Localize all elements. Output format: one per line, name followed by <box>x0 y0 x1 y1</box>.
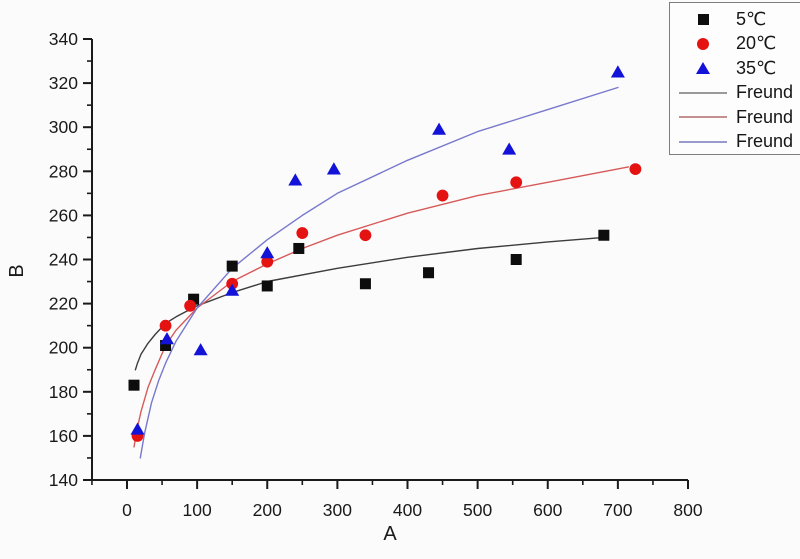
data-point-circle <box>296 227 309 239</box>
legend-triangle-icon <box>670 62 736 75</box>
x-tick-label: 500 <box>463 500 492 520</box>
x-tick-label: 100 <box>183 500 212 520</box>
y-tick-label: 320 <box>49 73 78 93</box>
data-point-triangle <box>130 422 145 435</box>
y-tick-label: 200 <box>49 338 78 358</box>
legend-entry-label: Freund <box>736 106 794 127</box>
data-point-triangle <box>159 332 174 345</box>
legend-line-swatch <box>670 116 736 119</box>
data-point-triangle <box>432 122 447 135</box>
legend-entry: Freund <box>670 105 800 130</box>
data-point-circle <box>629 163 642 175</box>
line-swatch <box>679 140 727 143</box>
data-point-circle <box>510 176 523 189</box>
data-point-triangle <box>502 142 517 155</box>
y-axis-title: B <box>6 264 28 278</box>
y-tick-label: 240 <box>49 250 78 270</box>
fit-curve-2 <box>133 166 630 448</box>
y-tick-label: 340 <box>49 29 78 49</box>
data-point-triangle <box>193 343 208 356</box>
legend-entry-label: Freund <box>736 82 794 103</box>
legend-circle-icon <box>670 37 736 50</box>
data-point-square <box>510 254 522 265</box>
y-tick-label: 260 <box>49 205 78 225</box>
legend-entry-label: Freund <box>736 131 794 152</box>
line-swatch <box>679 116 727 119</box>
y-tick-label: 160 <box>49 426 78 446</box>
legend-entry-label: 5℃ <box>736 8 767 29</box>
legend-entry: Freund <box>670 81 800 106</box>
legend-line-swatch <box>670 91 736 94</box>
legend-line-swatch <box>670 140 736 143</box>
legend-entry: 35℃ <box>670 56 800 81</box>
data-point-triangle <box>225 283 240 296</box>
data-point-circle <box>359 229 372 242</box>
data-point-square <box>160 339 172 351</box>
legend-entry: 20℃ <box>670 32 800 57</box>
y-tick-label: 220 <box>49 294 78 314</box>
legend-entry-label: 20℃ <box>736 33 777 54</box>
data-point-square <box>128 379 140 391</box>
data-point-circle <box>261 255 274 268</box>
data-point-square <box>293 242 305 254</box>
circle-swatch <box>697 37 709 50</box>
legend-entry: Freund <box>670 130 800 155</box>
data-point-square <box>423 267 435 279</box>
data-point-square <box>188 293 200 305</box>
x-tick-label: 700 <box>603 500 632 520</box>
data-point-triangle <box>610 65 625 78</box>
y-tick-label: 140 <box>49 470 78 490</box>
data-point-square <box>226 260 238 272</box>
data-point-circle <box>436 189 449 202</box>
x-tick-label: 600 <box>533 500 562 520</box>
y-tick-label: 300 <box>49 117 78 137</box>
data-point-triangle <box>288 173 303 186</box>
fit-curve-3 <box>139 86 619 459</box>
data-point-square <box>261 280 273 292</box>
y-tick-label: 280 <box>49 161 78 181</box>
legend-entry: 5℃ <box>670 7 800 32</box>
data-point-circle <box>159 319 172 332</box>
data-point-triangle <box>260 246 275 259</box>
square-swatch <box>697 13 709 25</box>
legend: 5℃ 20℃ 35℃ Freund Freund Freund <box>669 2 800 155</box>
legend-square-icon <box>670 13 736 25</box>
x-axis-title: A <box>383 523 397 545</box>
x-tick-label: 400 <box>393 500 422 520</box>
data-point-square <box>598 229 610 241</box>
y-tick-label: 180 <box>49 382 78 402</box>
x-tick-label: 800 <box>673 500 702 520</box>
line-swatch <box>679 91 727 94</box>
data-point-square <box>359 278 371 290</box>
data-point-triangle <box>326 162 341 175</box>
data-point-circle <box>184 299 197 312</box>
fit-curve-1 <box>134 236 605 371</box>
x-tick-label: 300 <box>323 500 352 520</box>
x-tick-label: 200 <box>253 500 282 520</box>
legend-entry-label: 35℃ <box>736 57 777 78</box>
x-tick-label: 0 <box>122 500 132 520</box>
triangle-swatch <box>696 62 710 75</box>
